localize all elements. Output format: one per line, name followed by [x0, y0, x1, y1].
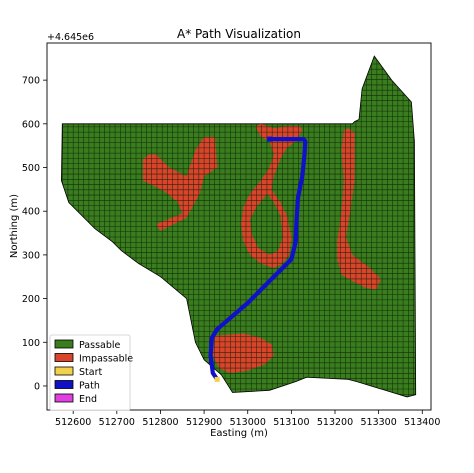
- axes-frame-rect: [46, 42, 432, 411]
- legend-label: Path: [79, 381, 100, 392]
- legend-label: End: [79, 394, 97, 405]
- x-tick-label: 513000: [230, 417, 266, 428]
- x-tick-label: 513200: [317, 417, 353, 428]
- x-tick-label: 512600: [55, 417, 91, 428]
- x-tick-label: 512800: [142, 417, 178, 428]
- x-tick-label: 512900: [186, 417, 222, 428]
- start-marker: [214, 376, 220, 382]
- path-layer: [208, 136, 308, 382]
- y-tick-label: 100: [22, 338, 40, 349]
- y-tick-label: 400: [22, 207, 40, 218]
- y-tick-label: 700: [22, 76, 40, 87]
- y-tick-label: 300: [22, 250, 40, 261]
- end-marker: [267, 136, 273, 142]
- y-tick-label: 0: [34, 381, 40, 392]
- legend-swatch: [54, 353, 74, 362]
- x-axis-ticks: 512600 512700 512800 512900 513000 513100 5132…: [55, 410, 440, 428]
- chart-title: A* Path Visualization: [177, 27, 301, 41]
- y-offset-label: +4.645e6: [47, 32, 94, 43]
- x-tick-label: 513100: [273, 417, 309, 428]
- legend-label: Start: [79, 367, 102, 378]
- legend-label: Passable: [79, 340, 121, 351]
- legend-label: Impassable: [79, 354, 133, 365]
- x-tick-label: 512700: [99, 417, 135, 428]
- legend-swatch: [54, 366, 74, 376]
- y-tick-label: 600: [22, 119, 40, 130]
- legend-swatch: [54, 393, 74, 403]
- y-axis-label: Northing (m): [9, 194, 20, 258]
- y-tick-label: 500: [22, 163, 40, 174]
- x-tick-label: 513300: [361, 417, 397, 428]
- y-tick-label: 200: [22, 294, 40, 305]
- legend-swatch: [54, 380, 74, 389]
- astar-path: [208, 137, 308, 382]
- axes-frame: [46, 42, 432, 411]
- x-axis-label: Easting (m): [210, 428, 268, 439]
- legend: Passable Impassable Start Path End: [49, 334, 133, 411]
- x-tick-label: 513400: [404, 417, 440, 428]
- impassable-center-loop-hole: [249, 193, 283, 255]
- y-axis-ticks: 0 100 200 300 400 500 600 700: [22, 76, 47, 392]
- legend-swatch: [54, 339, 74, 349]
